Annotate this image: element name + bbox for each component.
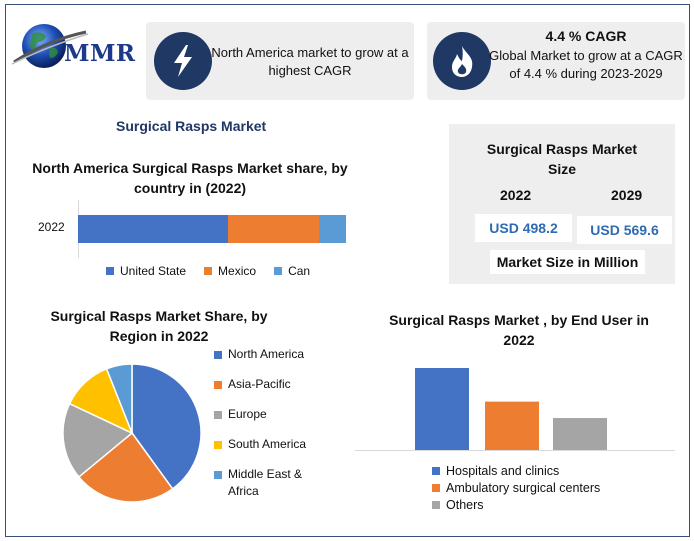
legend-item-united-state: United State <box>106 263 186 279</box>
year-2022: 2022 <box>500 187 532 203</box>
legend-item-asia-pacific: Asia-Pacific <box>214 376 324 393</box>
legend-item-europe: Europe <box>214 406 324 423</box>
region-legend: North America Asia-Pacific Europe South Ame… <box>214 346 324 513</box>
lightning-bolt-icon <box>154 32 212 90</box>
legend-item-others: Others <box>432 497 672 513</box>
country-legend: United State Mexico Can <box>106 263 346 279</box>
bar-others <box>553 418 607 450</box>
legend-label: Middle East & Africa <box>228 467 303 498</box>
pie-slice-middle-east-africa <box>105 363 133 434</box>
legend-swatch <box>204 267 213 275</box>
legend-swatch <box>432 501 440 509</box>
legend-label: North America <box>228 347 305 361</box>
pie-slice-north-america <box>131 363 202 490</box>
flame-icon <box>433 32 491 90</box>
legend-swatch <box>432 467 440 475</box>
value-2022: USD 498.2 <box>475 214 572 242</box>
highlight-card-north-america: North America market to grow at a highes… <box>146 22 414 100</box>
legend-item-hospitals-and-clinics: Hospitals and clinics <box>432 463 672 479</box>
legend-item-south-america: South America <box>214 436 324 453</box>
legend-label: Mexico <box>218 264 257 278</box>
highlight-card-cagr: 4.4 % CAGR Global Market to grow at a CA… <box>427 22 685 100</box>
section-title: Surgical Rasps Market <box>116 118 267 134</box>
end-user-bar-chart <box>355 368 675 451</box>
bar-hospitals-and-clinics <box>415 368 469 450</box>
legend-item-ambulatory-surgical-centers: Ambulatory surgical centers <box>432 480 672 496</box>
bar-category-label: 2022 <box>38 220 65 234</box>
legend-swatch <box>106 267 114 275</box>
year-2029: 2029 <box>611 187 643 203</box>
pie-slice-asia-pacific <box>77 431 174 503</box>
pie-slice-europe <box>62 402 134 479</box>
cagr-text: Global Market to grow at a CAGR of 4.4 %… <box>489 48 683 81</box>
legend-label: Europe <box>228 407 267 421</box>
legend-label: South America <box>228 437 307 451</box>
legend-swatch <box>214 381 222 389</box>
legend-item-mexico: Mexico <box>204 263 256 279</box>
legend-swatch <box>214 351 222 359</box>
end-user-chart-title: Surgical Rasps Market , by End User in 2… <box>389 312 649 348</box>
end-user-legend: Hospitals and clinics Ambulatory surgical… <box>432 463 672 514</box>
legend-label: Hospitals and clinics <box>446 464 560 478</box>
legend-swatch <box>274 267 283 275</box>
market-size-title: Surgical Rasps Market Size <box>486 141 638 177</box>
legend-label: Ambulatory surgical centers <box>446 481 601 495</box>
legend-swatch <box>432 484 440 492</box>
legend-label: Can <box>288 264 311 278</box>
bar-segment-united-state <box>78 215 229 243</box>
legend-label: Others <box>446 498 484 512</box>
cagr-title: 4.4 % CAGR <box>545 28 627 44</box>
highlight-text: North America market to grow at a highes… <box>211 45 409 78</box>
legend-item-north-america: North America <box>214 346 324 363</box>
bar-segment-mexico <box>228 215 320 243</box>
region-pie-chart <box>62 363 202 503</box>
legend-item-middle-east-africa: Middle East & Africa <box>214 466 324 500</box>
legend-swatch <box>214 441 222 449</box>
value-2029: USD 569.6 <box>577 216 672 244</box>
bar-ambulatory-surgical-centers <box>485 401 539 450</box>
stacked-bar <box>78 215 346 243</box>
logo-text: MMR <box>64 40 136 67</box>
market-size-unit: Market Size in Million <box>490 250 645 274</box>
legend-label: United State <box>120 264 187 278</box>
legend-swatch <box>214 411 222 419</box>
region-share-chart-title: Surgical Rasps Market Share, by Region i… <box>50 308 268 344</box>
legend-label: Asia-Pacific <box>228 377 291 391</box>
legend-item-canada: Can <box>274 263 310 279</box>
bar-segment-canada <box>319 215 346 243</box>
legend-swatch <box>214 471 222 479</box>
market-size-panel: Surgical Rasps Market Size 2022 2029 USD… <box>449 124 675 284</box>
mmr-globe-logo-icon <box>11 24 89 68</box>
country-share-chart-title: North America Surgical Rasps Market shar… <box>32 160 348 196</box>
